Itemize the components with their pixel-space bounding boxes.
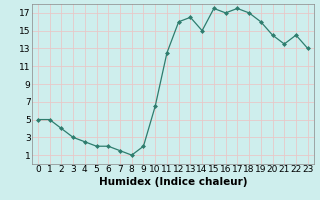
X-axis label: Humidex (Indice chaleur): Humidex (Indice chaleur): [99, 177, 247, 187]
